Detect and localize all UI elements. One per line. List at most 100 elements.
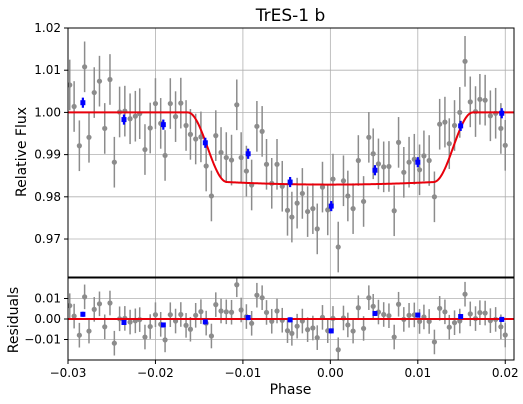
- raw-data-point: [319, 184, 326, 190]
- raw-data-point: [96, 301, 103, 307]
- binned-data-point: [287, 179, 293, 185]
- raw-data-point: [193, 312, 199, 318]
- raw-data-point: [350, 328, 356, 334]
- raw-data-point: [294, 323, 300, 329]
- raw-data-point: [82, 294, 88, 300]
- binned-data-point: [245, 151, 251, 157]
- binned-data-point: [121, 117, 127, 123]
- raw-data-point: [152, 312, 159, 318]
- raw-data-point: [162, 337, 168, 343]
- binned-data-point: [499, 110, 505, 116]
- raw-data-point: [406, 159, 412, 165]
- binned-data-point: [245, 315, 251, 321]
- raw-data-point: [446, 141, 452, 147]
- raw-data-point: [335, 244, 341, 250]
- raw-data-point: [213, 133, 219, 139]
- raw-data-point: [395, 139, 402, 145]
- raw-data-point: [289, 330, 295, 336]
- raw-data-point: [198, 309, 204, 315]
- raw-data-point: [299, 190, 305, 197]
- raw-data-point: [370, 303, 376, 309]
- raw-data-point: [381, 311, 387, 318]
- raw-data-point: [284, 328, 291, 334]
- raw-data-point: [462, 58, 468, 64]
- raw-data-point: [91, 89, 97, 96]
- binned-data-point: [160, 122, 166, 128]
- raw-data-point: [228, 309, 235, 315]
- raw-data-point: [147, 323, 153, 330]
- residuals-panel: −0.01 0.00 0.01 −0.03 −0.02 −0.01 0.00 0.01 0.02: [24, 277, 519, 380]
- flux-y-tick-label: 1.02: [34, 21, 61, 35]
- raw-data-point: [223, 154, 229, 161]
- raw-data-point: [431, 194, 438, 200]
- raw-data-point: [421, 153, 427, 159]
- raw-data-point: [76, 143, 82, 149]
- raw-data-point: [391, 208, 397, 214]
- binned-data-point: [458, 314, 464, 320]
- raw-data-point: [142, 334, 148, 340]
- raw-data-point: [401, 169, 407, 175]
- x-tick-label: −0.03: [50, 366, 87, 380]
- raw-data-point: [426, 318, 432, 325]
- raw-data-point: [345, 322, 351, 328]
- raw-data-point: [274, 161, 280, 167]
- raw-data-point: [249, 320, 255, 326]
- raw-data-point: [487, 113, 493, 119]
- binned-data-point: [328, 203, 334, 209]
- raw-data-point: [416, 167, 423, 173]
- x-tick-label: −0.01: [225, 366, 262, 380]
- raw-data-point: [391, 334, 397, 340]
- binned-data-point: [372, 167, 378, 173]
- raw-data-point: [203, 163, 209, 169]
- raw-data-point: [375, 161, 382, 167]
- binned-data-point: [415, 312, 421, 318]
- raw-data-point: [162, 152, 168, 159]
- raw-data-point: [431, 339, 438, 345]
- residuals-y-tick-label: 0.01: [34, 292, 61, 306]
- raw-data-point: [102, 125, 108, 132]
- raw-data-point: [395, 301, 402, 307]
- binned-data-point: [287, 317, 293, 323]
- raw-data-point: [446, 324, 452, 330]
- raw-data-point: [263, 161, 270, 167]
- raw-data-point: [259, 128, 265, 134]
- raw-data-point: [502, 142, 508, 148]
- raw-data-point: [254, 292, 260, 298]
- chart-title: TrES-1 b: [255, 6, 326, 26]
- raw-data-point: [416, 318, 423, 325]
- binned-data-point: [202, 319, 208, 325]
- raw-data-point: [437, 305, 443, 311]
- binned-data-point: [415, 159, 421, 165]
- flux-y-tick-label: 0.98: [34, 190, 61, 204]
- raw-data-point: [381, 164, 387, 170]
- raw-data-point: [498, 125, 504, 132]
- raw-data-point: [467, 99, 473, 105]
- raw-data-point: [111, 159, 117, 165]
- raw-data-point: [167, 312, 173, 318]
- raw-data-point: [406, 312, 412, 318]
- flux-frame: [67, 27, 515, 278]
- raw-data-point: [462, 291, 468, 297]
- raw-data-point: [345, 193, 351, 199]
- raw-data-point: [107, 76, 113, 83]
- raw-data-point: [386, 313, 392, 319]
- raw-data-point: [238, 154, 244, 161]
- binned-data-point: [121, 319, 127, 325]
- raw-data-point: [254, 123, 260, 129]
- raw-data-point: [482, 310, 488, 316]
- raw-data-point: [355, 157, 361, 164]
- binned-data-point: [458, 123, 464, 129]
- raw-data-point: [238, 307, 244, 313]
- raw-data-point: [457, 109, 463, 116]
- raw-data-point: [183, 322, 189, 328]
- raw-data-point: [213, 302, 219, 308]
- raw-data-point: [167, 100, 173, 107]
- raw-data-point: [218, 308, 224, 314]
- raw-data-point: [107, 300, 113, 306]
- residuals-y-tick-label: −0.01: [24, 333, 61, 347]
- raw-data-point: [208, 193, 215, 199]
- raw-data-point: [127, 319, 133, 325]
- raw-data-point: [451, 320, 458, 326]
- residuals-ylabel: Residuals: [6, 287, 22, 353]
